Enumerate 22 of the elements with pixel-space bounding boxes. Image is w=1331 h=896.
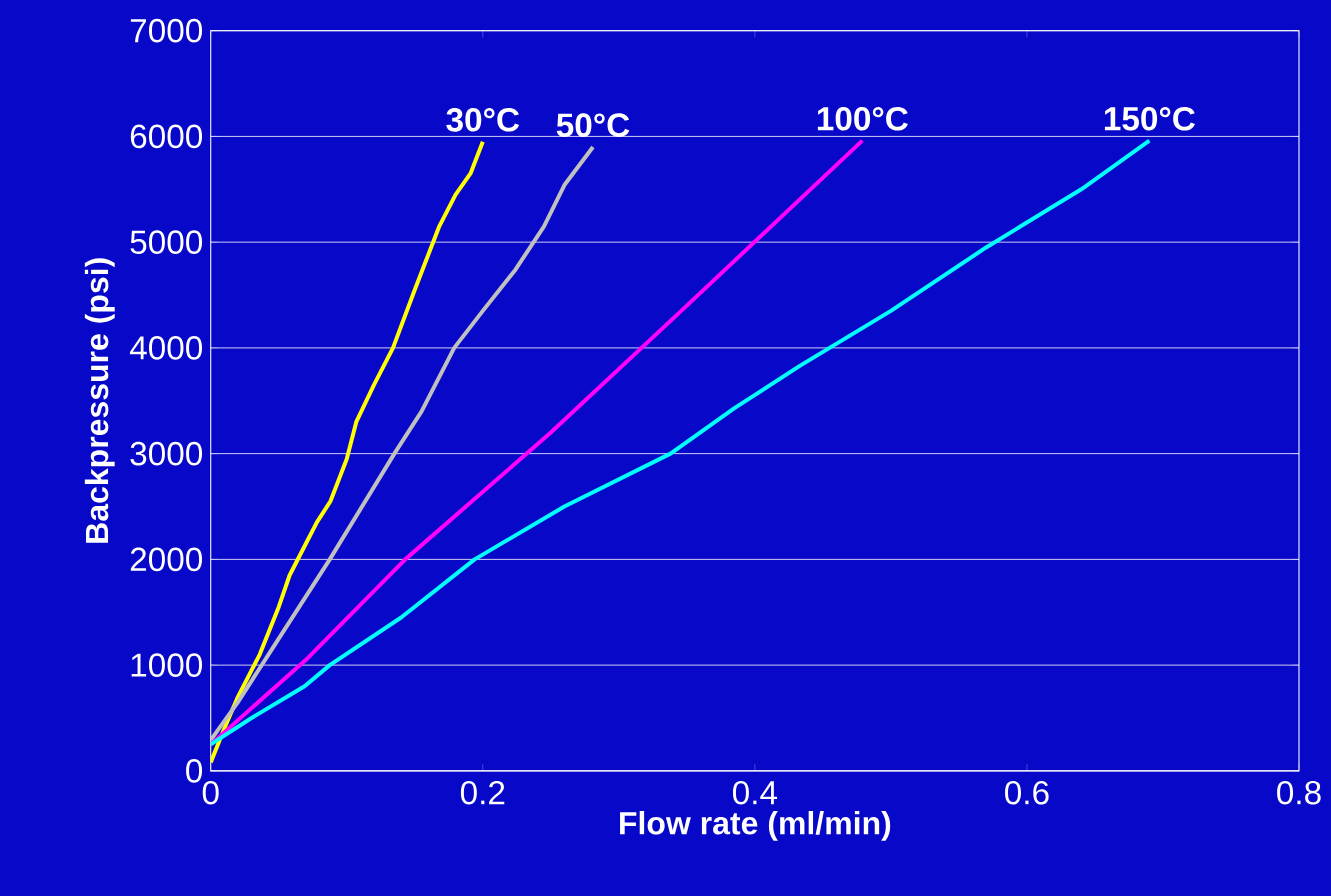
y-tick-label: 2000 bbox=[130, 547, 203, 572]
series-label: 100°C bbox=[817, 106, 908, 131]
line-series bbox=[210, 144, 595, 743]
y-tick-label: 1000 bbox=[131, 653, 203, 677]
x-tick-label: 0.6 bbox=[1005, 780, 1049, 805]
line-series bbox=[210, 139, 485, 765]
y-tick-label: 7000 bbox=[130, 18, 203, 43]
series-label: 150°C bbox=[1104, 106, 1195, 131]
x-tick-label: 0.4 bbox=[732, 780, 778, 805]
y-tick-label: 3000 bbox=[130, 441, 203, 466]
y-tick-label: 0 bbox=[186, 758, 203, 783]
series-label: 50°C bbox=[556, 113, 630, 137]
y-tick-label: 5000 bbox=[130, 230, 203, 254]
y-axis-title: Backpressure (psi) bbox=[84, 258, 115, 543]
y-tick-label: 4000 bbox=[129, 335, 203, 360]
x-axis-title: Flow rate (ml/min) bbox=[620, 810, 891, 841]
y-tick-label: 6000 bbox=[130, 124, 203, 149]
x-tick-label: 0.8 bbox=[1277, 780, 1321, 805]
line-series bbox=[210, 138, 1152, 747]
x-tick-label: 0.2 bbox=[460, 780, 505, 805]
series-label: 30°C bbox=[446, 107, 520, 132]
x-tick-label: 0 bbox=[202, 780, 219, 805]
